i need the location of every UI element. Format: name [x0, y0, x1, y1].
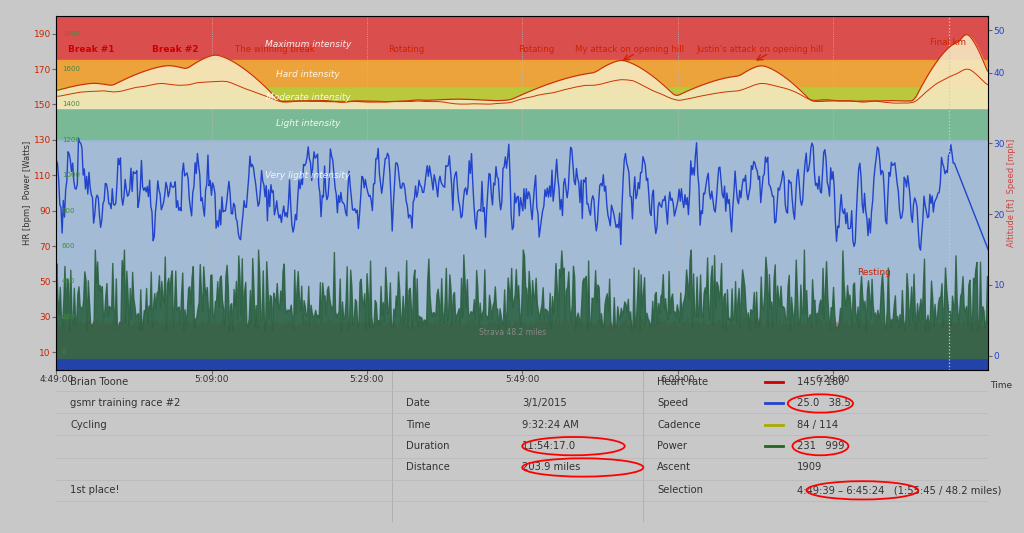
Text: 203.9 miles: 203.9 miles	[522, 463, 581, 472]
Text: Power: Power	[657, 441, 687, 451]
Text: 145 / 180: 145 / 180	[797, 377, 845, 387]
Text: 1000: 1000	[61, 172, 80, 178]
Text: Break #1: Break #1	[69, 45, 115, 54]
Text: Cycling: Cycling	[71, 420, 108, 430]
Text: Cadence: Cadence	[657, 420, 700, 430]
Text: 1200: 1200	[61, 137, 80, 143]
Text: Moderate intensity: Moderate intensity	[265, 93, 350, 102]
Text: Break #2: Break #2	[153, 45, 199, 54]
Text: Strava 48.2 miles: Strava 48.2 miles	[479, 328, 547, 336]
Text: 3/1/2015: 3/1/2015	[522, 399, 567, 408]
Text: 9:32:24 AM: 9:32:24 AM	[522, 420, 579, 430]
Text: 1400: 1400	[61, 101, 80, 108]
Text: 11:54:17.0: 11:54:17.0	[522, 441, 577, 451]
Text: Rotating: Rotating	[518, 45, 554, 54]
Text: 84 / 114: 84 / 114	[797, 420, 839, 430]
Bar	[56, 60, 988, 87]
Text: Resting: Resting	[857, 268, 892, 277]
Text: gsmr training race #2: gsmr training race #2	[71, 399, 180, 408]
Text: Maximum intensity: Maximum intensity	[265, 40, 351, 49]
Text: 25.0   38.5: 25.0 38.5	[797, 399, 851, 408]
Bar	[56, 108, 988, 140]
Text: Selection: Selection	[657, 486, 703, 495]
Text: Heart rate: Heart rate	[657, 377, 709, 387]
Text: 1909: 1909	[797, 463, 822, 472]
Text: Final km: Final km	[930, 38, 966, 47]
Text: Time: Time	[406, 420, 430, 430]
Text: 200: 200	[61, 314, 76, 320]
Text: 400: 400	[61, 278, 76, 285]
Text: My attack on opening hill: My attack on opening hill	[574, 45, 684, 54]
Text: Time: Time	[990, 381, 1012, 390]
Text: The winning break: The winning break	[236, 45, 315, 54]
Bar	[56, 16, 988, 60]
Y-axis label: Altitude [ft]  Speed [mph]: Altitude [ft] Speed [mph]	[1007, 139, 1016, 247]
Text: Light intensity: Light intensity	[275, 119, 340, 128]
Bar	[56, 140, 988, 370]
Text: Hard intensity: Hard intensity	[276, 70, 340, 79]
Text: Very light intensity: Very light intensity	[265, 171, 350, 180]
Text: Duration: Duration	[406, 441, 450, 451]
Text: Date: Date	[406, 399, 430, 408]
Text: 0: 0	[61, 349, 67, 356]
Y-axis label: HR [bpm]  Power [Watts]: HR [bpm] Power [Watts]	[24, 141, 32, 245]
Bar	[56, 87, 988, 108]
Text: 231   999: 231 999	[797, 441, 845, 451]
Text: Ascent: Ascent	[657, 463, 691, 472]
Text: 4:49:39 – 6:45:24   (1:55:45 / 48.2 miles): 4:49:39 – 6:45:24 (1:55:45 / 48.2 miles)	[797, 486, 1001, 495]
Text: 600: 600	[61, 243, 76, 249]
Text: 800: 800	[61, 208, 76, 214]
Text: Rotating: Rotating	[388, 45, 424, 54]
Text: Speed: Speed	[657, 399, 688, 408]
Text: Justin's attack on opening hill: Justin's attack on opening hill	[696, 45, 823, 54]
Text: Brian Toone: Brian Toone	[71, 377, 129, 387]
Text: Distance: Distance	[406, 463, 450, 472]
Text: 1st place!: 1st place!	[71, 486, 120, 495]
Text: 1800: 1800	[61, 31, 80, 37]
Text: 1600: 1600	[61, 66, 80, 72]
